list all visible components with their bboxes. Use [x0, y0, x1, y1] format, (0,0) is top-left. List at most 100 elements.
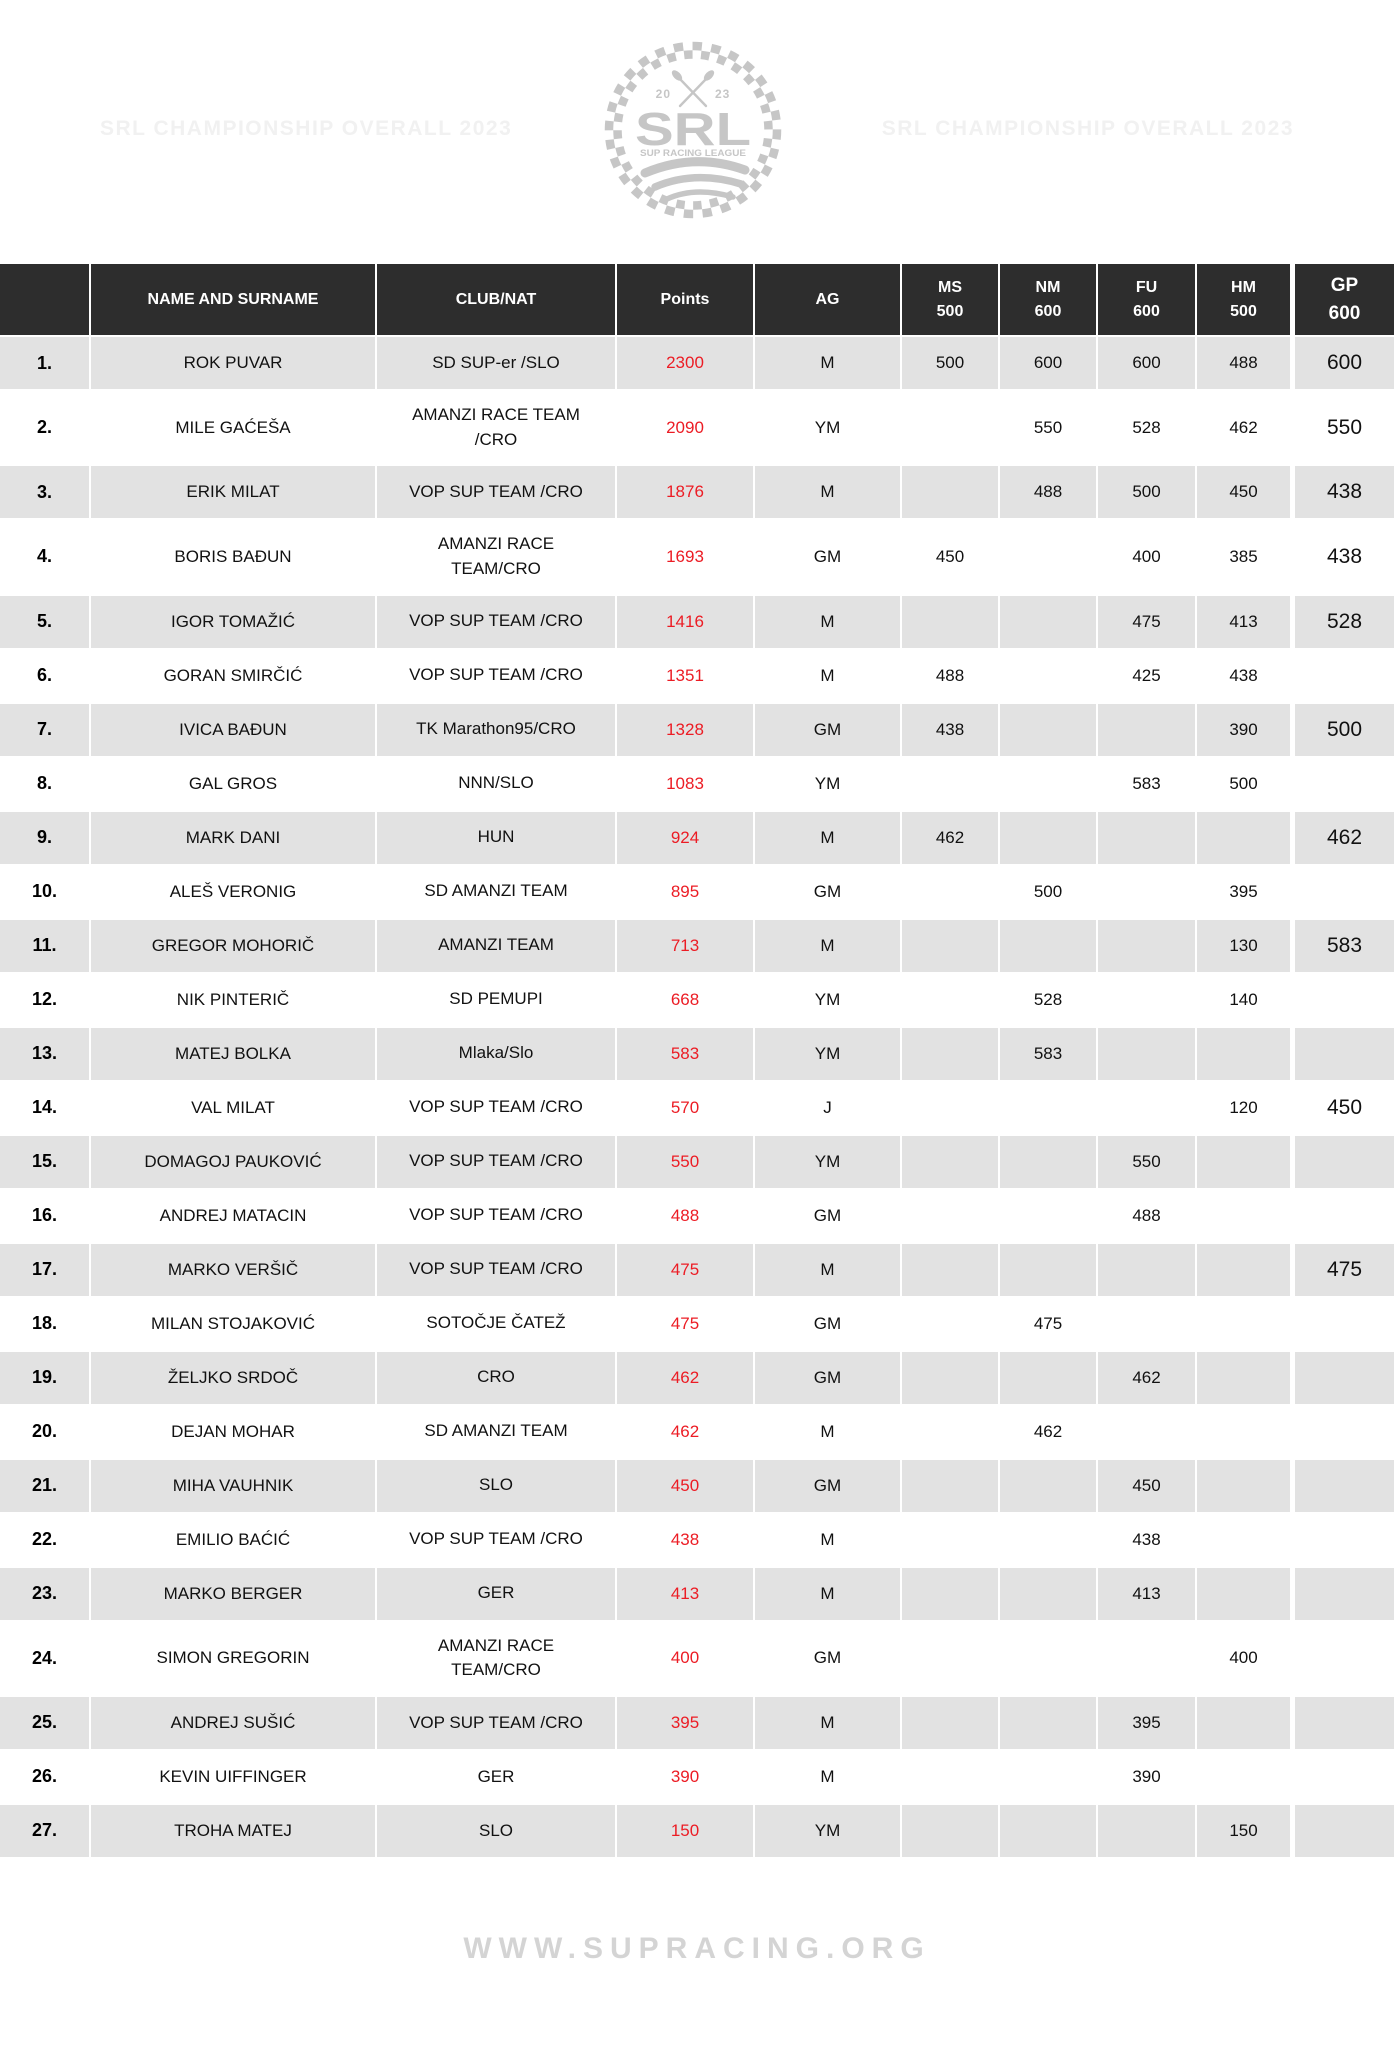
hm500-points-cell [1197, 1750, 1295, 1803]
gp600-points-cell: 600 [1326, 351, 1363, 374]
ms500-points-cell [902, 1189, 1000, 1242]
club-cell: SD SUP-er /SLO [377, 337, 617, 389]
hm500-points-cell [1197, 1297, 1295, 1350]
club-cell: AMANZI RACE TEAM/CRO [377, 1621, 617, 1695]
gp600-points-cell [1295, 1514, 1394, 1566]
col-header-rank [0, 264, 91, 335]
ms500-points-cell [902, 1621, 1000, 1695]
hm500-points-cell [1197, 1189, 1295, 1242]
rank-cell: 24. [0, 1621, 91, 1695]
points-cell: 413 [617, 1567, 755, 1620]
watermark-left: SRL CHAMPIONSHIP OVERALL 2023 [100, 117, 513, 140]
club-cell: SLO [377, 1804, 617, 1857]
gp600-points-cell [1295, 974, 1394, 1026]
hm500-points-cell: 390 [1197, 703, 1295, 756]
ag-cell: GM [755, 520, 902, 594]
name-cell: ŽELJKO SRDOČ [91, 1351, 377, 1404]
club-cell: TK Marathon95/CRO [377, 703, 617, 756]
ag-cell: M [755, 1567, 902, 1620]
hm500-points-cell [1197, 1513, 1295, 1566]
rank-cell: 6. [0, 649, 91, 702]
points-cell: 462 [617, 1405, 755, 1458]
ms500-points-cell [902, 1804, 1000, 1857]
hm500-points-cell [1197, 1459, 1295, 1512]
ag-cell: YM [755, 973, 902, 1026]
ag-cell: YM [755, 1027, 902, 1080]
col-header-ms500: MS 500 [902, 264, 1000, 335]
hm500-points-cell: 450 [1197, 466, 1295, 519]
club-cell: SOTOČJE ČATEŽ [377, 1297, 617, 1350]
fu600-points-cell: 395 [1098, 1696, 1197, 1749]
rank-cell: 10. [0, 865, 91, 918]
hm500-points-cell: 462 [1197, 391, 1295, 465]
nm600-points-cell [1000, 649, 1098, 702]
club-cell: CRO [377, 1351, 617, 1404]
points-cell: 1083 [617, 757, 755, 810]
points-cell: 400 [617, 1621, 755, 1695]
ag-cell: GM [755, 865, 902, 918]
fu600-points-cell [1098, 865, 1197, 918]
club-cell: Mlaka/Slo [377, 1027, 617, 1080]
nm600-points-cell [1000, 757, 1098, 810]
rank-cell: 20. [0, 1405, 91, 1458]
nm600-points-cell [1000, 703, 1098, 756]
table-row: 26. KEVIN UIFFINGER GER 390 M 390 [0, 1750, 1394, 1805]
points-cell: 438 [617, 1513, 755, 1566]
rank-cell: 17. [0, 1243, 91, 1296]
gp600-points-cell: 583 [1326, 933, 1363, 957]
name-cell: ROK PUVAR [91, 337, 377, 389]
table-row: 19. ŽELJKO SRDOČ CRO 462 GM 462 [0, 1351, 1394, 1406]
col-header-points: Points [617, 264, 755, 335]
ms500-points-cell: 488 [902, 649, 1000, 702]
ag-cell: M [755, 1243, 902, 1296]
ms500-points-cell [902, 1459, 1000, 1512]
rank-cell: 1. [0, 337, 91, 389]
ag-cell: J [755, 1081, 902, 1134]
nm600-points-cell [1000, 1135, 1098, 1188]
name-cell: BORIS BAĐUN [91, 520, 377, 594]
hm500-points-cell: 413 [1197, 595, 1295, 648]
points-cell: 924 [617, 811, 755, 864]
rank-cell: 15. [0, 1135, 91, 1188]
fu600-points-cell: 425 [1098, 649, 1197, 702]
rank-cell: 23. [0, 1567, 91, 1620]
gp600-points-cell: 528 [1326, 609, 1363, 633]
ms500-points-cell [902, 1750, 1000, 1803]
ag-cell: M [755, 1696, 902, 1749]
ag-cell: GM [755, 1189, 902, 1242]
club-cell: VOP SUP TEAM /CRO [377, 1243, 617, 1296]
points-cell: 583 [617, 1027, 755, 1080]
nm600-points-cell [1000, 1513, 1098, 1566]
points-cell: 488 [617, 1189, 755, 1242]
gp600-points-cell: 475 [1326, 1257, 1363, 1281]
hm500-points-cell: 150 [1197, 1804, 1295, 1857]
name-cell: MILAN STOJAKOVIĆ [91, 1297, 377, 1350]
gp600-points-cell [1295, 1028, 1394, 1080]
ag-cell: M [755, 649, 902, 702]
ag-cell: GM [755, 703, 902, 756]
name-cell: KEVIN UIFFINGER [91, 1750, 377, 1803]
hm500-points-cell: 488 [1197, 337, 1295, 389]
ag-cell: YM [755, 391, 902, 465]
ms500-points-cell [902, 1243, 1000, 1296]
gp600-points-cell: 550 [1326, 415, 1363, 439]
name-cell: MIHA VAUHNIK [91, 1459, 377, 1512]
logo-title: SRL [635, 103, 751, 155]
col-header-club: CLUB/NAT [377, 264, 617, 335]
points-cell: 895 [617, 865, 755, 918]
points-cell: 668 [617, 973, 755, 1026]
nm600-points-cell [1000, 1351, 1098, 1404]
rank-cell: 9. [0, 811, 91, 864]
rank-cell: 11. [0, 919, 91, 972]
ms500-points-cell [902, 865, 1000, 918]
gp600-points-cell: 500 [1326, 717, 1363, 741]
fu600-points-cell [1098, 1804, 1197, 1857]
fu600-points-cell: 528 [1098, 391, 1197, 465]
name-cell: NIK PINTERIČ [91, 973, 377, 1026]
name-cell: GAL GROS [91, 757, 377, 810]
ms500-points-cell: 450 [902, 520, 1000, 594]
club-cell: AMANZI RACE TEAM/CRO [377, 520, 617, 594]
club-cell: VOP SUP TEAM /CRO [377, 1513, 617, 1566]
logo-subtitle: SUP RACING LEAGUE [640, 148, 746, 158]
